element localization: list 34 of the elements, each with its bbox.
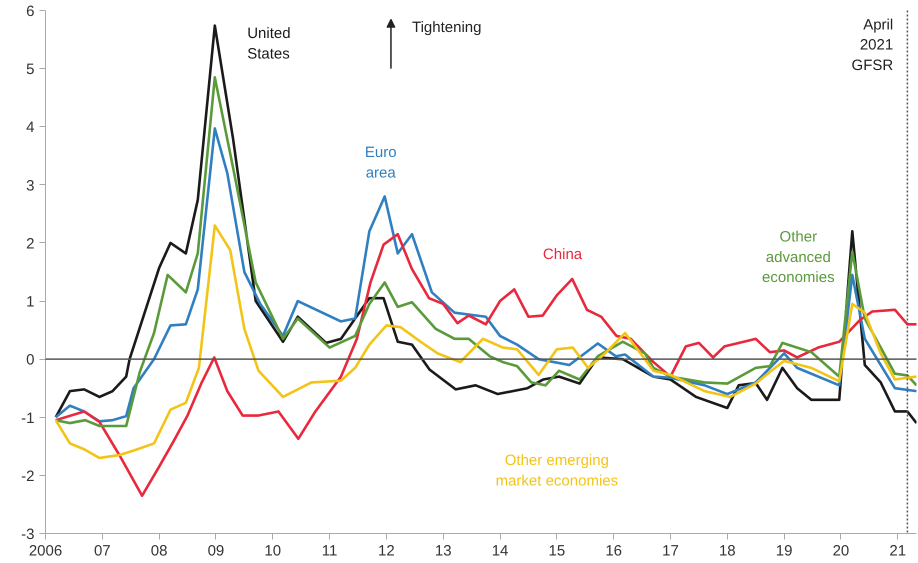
x-tick-label: 21 — [889, 542, 906, 560]
x-tick-label: 11 — [322, 542, 338, 560]
x-tick-label: 14 — [492, 542, 508, 560]
y-tick-label: 5 — [26, 61, 34, 78]
ref-line-label: April 2021 GFSR — [852, 16, 894, 74]
y-tick-label: 1 — [26, 294, 34, 311]
x-tick-label: 18 — [718, 542, 736, 560]
x-tick-label: 16 — [605, 542, 622, 560]
x-tick-label: 10 — [264, 542, 282, 560]
text: Other emerging market economies — [496, 452, 618, 490]
series-label: China — [542, 246, 583, 263]
x-tick-label: 17 — [662, 542, 679, 560]
x-tick-label: 15 — [548, 542, 566, 560]
y-tick-label: -3 — [21, 526, 35, 543]
series-label: United States — [247, 25, 291, 62]
x-tick-label: 2006 — [28, 542, 62, 560]
y-tick-label: 0 — [26, 352, 34, 369]
y-tick-label: -1 — [21, 410, 35, 427]
x-tick-label: 08 — [150, 542, 168, 560]
annotation: Tightening — [412, 19, 482, 36]
y-tick-label: 2 — [26, 235, 34, 252]
x-tick-label: 09 — [208, 542, 224, 560]
x-tick-label: 20 — [832, 542, 850, 560]
y-tick-label: -2 — [21, 468, 35, 485]
x-tick-label: 19 — [776, 542, 792, 560]
y-tick-label: 6 — [26, 3, 34, 20]
series-label: Other advanced economies — [762, 228, 835, 286]
line-series — [54, 232, 916, 498]
series-label: Euro area — [364, 144, 397, 182]
y-tick-label: 3 — [26, 177, 34, 194]
x-tick-label: 07 — [94, 542, 111, 560]
y-tick-label: 4 — [26, 119, 34, 136]
x-tick-label: 12 — [378, 542, 395, 560]
x-tick-label: 13 — [434, 542, 452, 560]
